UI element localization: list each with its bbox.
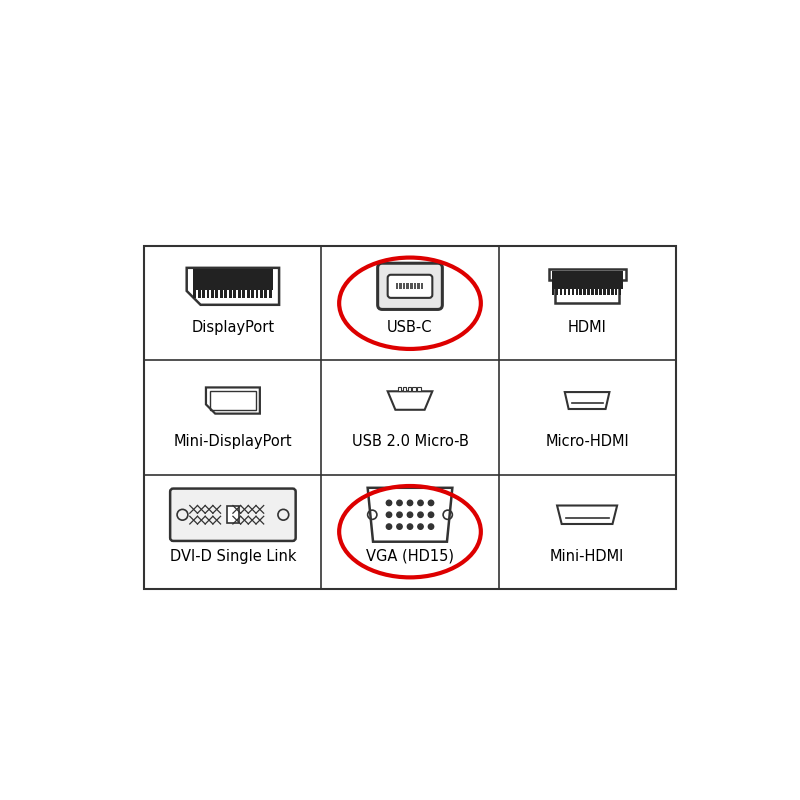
Bar xyxy=(215,290,218,298)
Bar xyxy=(568,289,570,294)
Circle shape xyxy=(418,500,423,506)
Circle shape xyxy=(418,512,423,518)
Bar xyxy=(552,289,554,294)
Bar xyxy=(575,289,578,294)
Bar xyxy=(193,270,273,290)
Bar xyxy=(587,289,590,294)
Bar xyxy=(619,289,622,294)
Bar xyxy=(402,386,406,391)
Bar xyxy=(418,386,421,391)
Text: Micro-HDMI: Micro-HDMI xyxy=(546,434,629,450)
Bar xyxy=(421,283,423,290)
Bar xyxy=(229,290,232,298)
Bar xyxy=(571,289,574,294)
Circle shape xyxy=(386,500,392,506)
Bar xyxy=(246,290,250,298)
Circle shape xyxy=(397,524,402,530)
Bar xyxy=(255,290,258,298)
Bar xyxy=(242,290,245,298)
Bar xyxy=(269,290,272,298)
Bar xyxy=(583,289,586,294)
Circle shape xyxy=(407,500,413,506)
Text: DisplayPort: DisplayPort xyxy=(191,320,274,335)
FancyBboxPatch shape xyxy=(378,263,442,310)
Bar xyxy=(564,289,566,294)
Bar xyxy=(224,290,227,298)
Bar xyxy=(414,283,416,290)
Bar xyxy=(238,290,241,298)
Circle shape xyxy=(407,524,413,530)
Text: Mini-DisplayPort: Mini-DisplayPort xyxy=(174,434,292,450)
Bar xyxy=(599,289,602,294)
Bar xyxy=(595,289,598,294)
Circle shape xyxy=(397,512,402,518)
Bar xyxy=(206,290,210,298)
Bar xyxy=(615,289,618,294)
Circle shape xyxy=(386,512,392,518)
Bar xyxy=(579,289,582,294)
Circle shape xyxy=(397,500,402,506)
Bar xyxy=(407,386,411,391)
Bar xyxy=(611,289,614,294)
Bar xyxy=(560,289,562,294)
Text: USB-C: USB-C xyxy=(387,320,433,335)
Bar xyxy=(603,289,606,294)
Text: HDMI: HDMI xyxy=(568,320,606,335)
Bar xyxy=(265,290,267,298)
Bar xyxy=(607,289,610,294)
FancyBboxPatch shape xyxy=(388,274,432,298)
Bar xyxy=(552,271,622,289)
Circle shape xyxy=(386,524,392,530)
Bar xyxy=(202,290,205,298)
Text: USB 2.0 Micro-B: USB 2.0 Micro-B xyxy=(351,434,469,450)
Bar xyxy=(406,283,409,290)
Text: Mini-HDMI: Mini-HDMI xyxy=(550,549,624,564)
Bar xyxy=(556,289,558,294)
Bar xyxy=(260,290,263,298)
Bar xyxy=(398,386,402,391)
Bar xyxy=(418,283,420,290)
Text: VGA (HD15): VGA (HD15) xyxy=(366,549,454,564)
Circle shape xyxy=(428,512,434,518)
Bar xyxy=(399,283,402,290)
Bar xyxy=(251,290,254,298)
Circle shape xyxy=(407,512,413,518)
Bar xyxy=(198,290,201,298)
FancyBboxPatch shape xyxy=(170,489,296,541)
Bar xyxy=(402,283,406,290)
Circle shape xyxy=(428,500,434,506)
Bar xyxy=(210,391,256,410)
Bar xyxy=(211,290,214,298)
Circle shape xyxy=(418,524,423,530)
Bar xyxy=(591,289,594,294)
Bar xyxy=(220,290,223,298)
Bar xyxy=(413,386,416,391)
Bar xyxy=(194,290,196,298)
Bar xyxy=(395,283,398,290)
Bar xyxy=(226,506,239,523)
Bar xyxy=(144,246,676,589)
Bar xyxy=(234,290,236,298)
Bar xyxy=(410,283,413,290)
Circle shape xyxy=(428,524,434,530)
Text: DVI-D Single Link: DVI-D Single Link xyxy=(170,549,296,564)
